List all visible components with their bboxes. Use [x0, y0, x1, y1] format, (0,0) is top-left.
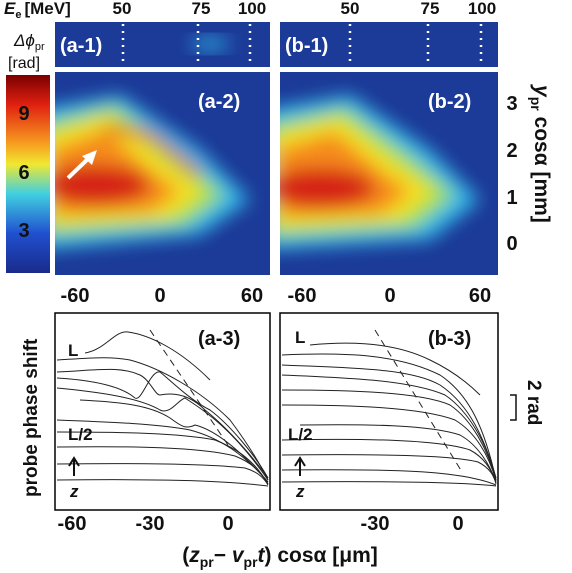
energy-label: Ee [MeV] — [4, 0, 71, 21]
x-tick: -60 — [61, 285, 90, 307]
y-tick: 3 — [506, 93, 517, 115]
tick: 75 — [421, 0, 440, 18]
y-axis-label: probe phase shift — [21, 338, 42, 497]
energy-ticks: 50 75 100 50 75 100 — [113, 0, 497, 18]
panel-label: (b-3) — [428, 328, 471, 350]
energy-markers — [121, 24, 483, 66]
x-tick: 0 — [154, 285, 165, 307]
arrow — [294, 456, 306, 476]
panel-label: (a-1) — [60, 35, 102, 57]
y-tick: 0 — [506, 233, 517, 255]
marker-label: L — [68, 341, 78, 360]
panel-label: (a-2) — [198, 91, 240, 113]
scale-label: 2 rad — [523, 380, 544, 425]
marker-label: z — [69, 482, 79, 501]
y-tick: 1 — [506, 187, 517, 209]
x-tick: 0 — [222, 513, 233, 535]
arrow — [68, 456, 80, 476]
tick: 100 — [238, 0, 266, 18]
x-axis-label: (zpr− vprt) cosα [μm] — [182, 544, 378, 570]
scale-bar — [510, 394, 517, 421]
x-tick: -60 — [288, 285, 317, 307]
right-axis-label: ypr cosα [mm] — [528, 84, 553, 223]
colorbar-tick: 6 — [18, 162, 29, 184]
colorbar-label: Δϕpr — [13, 31, 45, 53]
x-tick: 0 — [384, 285, 395, 307]
marker-label: L/2 — [288, 425, 313, 444]
arrow-head — [82, 150, 97, 165]
tick: 50 — [341, 0, 360, 18]
traces — [56, 329, 269, 487]
x-tick: 60 — [469, 285, 491, 307]
marker-label: z — [295, 482, 305, 501]
marker-label: L — [295, 328, 305, 347]
x-tick: -30 — [136, 513, 165, 535]
marker-label: L/2 — [68, 425, 93, 444]
line-panel — [279, 312, 499, 511]
x-tick: -30 — [361, 513, 390, 535]
x-tick: 60 — [241, 285, 263, 307]
x-tick: 0 — [452, 513, 463, 535]
colorbar — [6, 75, 50, 273]
heatmap-field — [55, 95, 250, 249]
colorbar-tick: 9 — [18, 103, 29, 125]
panel-label: (b-2) — [428, 91, 471, 113]
colorbar-tick: 3 — [18, 220, 29, 242]
tick: 75 — [192, 0, 211, 18]
traces — [281, 329, 497, 487]
x-tick: -60 — [58, 513, 87, 535]
panel-label: (a-3) — [198, 328, 240, 350]
y-tick: 2 — [506, 140, 517, 162]
line-panel — [54, 312, 271, 511]
panel-label: (b-1) — [285, 35, 328, 57]
tick: 100 — [468, 0, 496, 18]
strip — [280, 22, 498, 67]
tick: 50 — [113, 0, 132, 18]
strip-signal — [190, 37, 230, 51]
strip — [55, 22, 270, 67]
heatmap-field — [280, 95, 480, 250]
colorbar-unit: [rad] — [8, 55, 40, 72]
